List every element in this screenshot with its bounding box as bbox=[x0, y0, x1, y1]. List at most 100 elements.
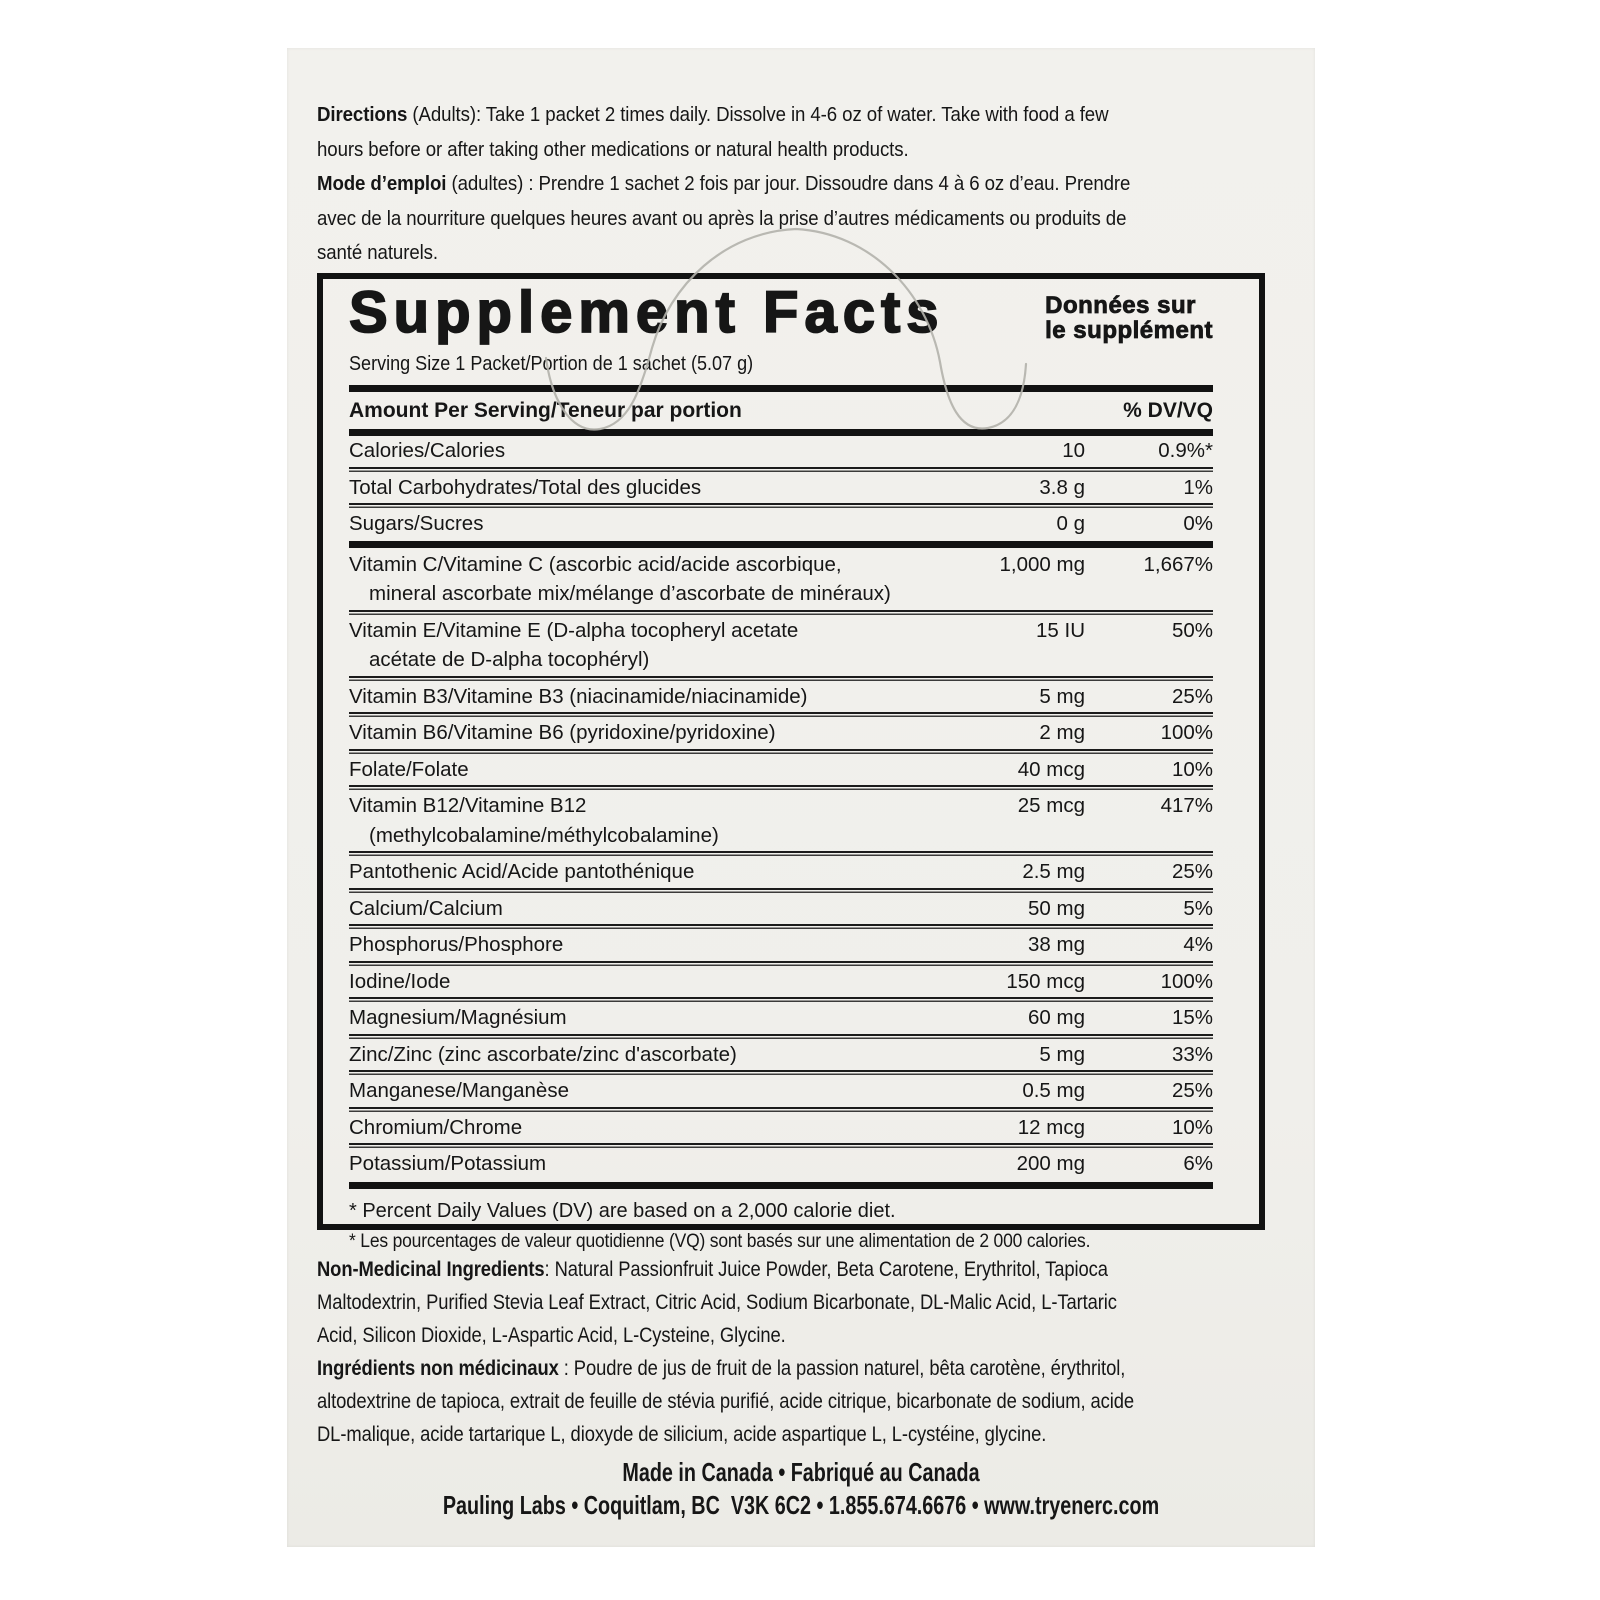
nutrient-amount: 38 mg bbox=[1028, 933, 1085, 956]
nutrient-row: Chromium/Chrome 12 mcg 10% bbox=[349, 1113, 1213, 1143]
thin-divider bbox=[349, 675, 1213, 681]
nutrient-row: Total Carbohydrates/Total des glucides 3… bbox=[349, 473, 1213, 503]
directions-fr: Mode d’emploi (adultes) : Prendre 1 sach… bbox=[317, 167, 1245, 271]
ingredients-fr: Ingrédients non médicinaux : Poudre de j… bbox=[317, 1352, 1245, 1451]
nutrient-dv: 100% bbox=[1160, 721, 1213, 744]
nutrient-dv: 25% bbox=[1171, 860, 1213, 883]
footnote-fr: * Les pourcentages de valeur quotidienne… bbox=[349, 1230, 1091, 1252]
made-in-line: Made in Canada • Fabriqué au Canada bbox=[622, 1457, 980, 1487]
nutrient-amount: 2.5 mg bbox=[1022, 860, 1085, 883]
directions-en: Directions (Adults): Take 1 packet 2 tim… bbox=[317, 98, 1245, 167]
nutrient-dv: 1% bbox=[1183, 475, 1213, 499]
thick-divider bbox=[349, 385, 1213, 392]
thin-divider bbox=[349, 1143, 1213, 1148]
nutrient-table: Calories/Calories 10 0.9%* Total Carbohy… bbox=[349, 436, 1213, 1179]
nutrient-row: Vitamin B6/Vitamine B6 (pyridoxine/pyrid… bbox=[349, 718, 1213, 748]
nutrient-amount: 15 IU bbox=[1036, 618, 1085, 642]
ingredients-en: Non-Medicinal Ingredients: Natural Passi… bbox=[317, 1253, 1245, 1352]
nutrient-dv: 15% bbox=[1171, 1006, 1213, 1029]
nutrient-name: Phosphorus/Phosphore bbox=[349, 933, 564, 956]
nutrient-amount: 1,000 mg bbox=[999, 552, 1085, 576]
nutrient-name: Sugars/Sucres bbox=[349, 512, 484, 535]
thin-divider bbox=[349, 609, 1213, 615]
nutrient-amount: 60 mg bbox=[1028, 1006, 1085, 1029]
ingredients-section: Non-Medicinal Ingredients: Natural Passi… bbox=[317, 1253, 1245, 1451]
thin-divider bbox=[349, 887, 1213, 893]
nutrient-name: Manganese/Manganèse bbox=[349, 1079, 569, 1102]
directions-en-text: (Adults): Take 1 packet 2 times daily. D… bbox=[317, 103, 1109, 161]
nutrient-dv: 5% bbox=[1183, 896, 1213, 920]
nutrient-dv: 417% bbox=[1160, 794, 1213, 817]
label-footer: Made in Canada • Fabriqué au Canada Paul… bbox=[287, 1456, 1315, 1522]
serving-size: Serving Size 1 Packet/Portion de 1 sache… bbox=[349, 352, 754, 375]
nutrient-row: Vitamin C/Vitamine C (ascorbic acid/acid… bbox=[349, 550, 1213, 609]
nutrient-dv: 10% bbox=[1171, 757, 1213, 781]
thin-divider bbox=[349, 1033, 1213, 1039]
nutrient-name: Pantothenic Acid/Acide pantothénique bbox=[349, 860, 695, 883]
thick-divider bbox=[349, 1181, 1213, 1189]
nutrient-amount: 0 g bbox=[1056, 512, 1086, 535]
nutrient-amount: 2 mg bbox=[1039, 721, 1085, 744]
nutrient-name: Vitamin C/Vitamine C (ascorbic acid/acid… bbox=[349, 552, 891, 606]
nutrient-amount: 5 mg bbox=[1039, 1042, 1085, 1066]
directions-fr-lead: Mode d’emploi bbox=[317, 172, 447, 196]
nutrient-row: Manganese/Manganèse 0.5 mg 25% bbox=[349, 1076, 1213, 1106]
nutrient-name: Vitamin B3/Vitamine B3 (niacinamide/niac… bbox=[349, 684, 808, 708]
nutrient-name: Zinc/Zinc (zinc ascorbate/zinc d'ascorba… bbox=[349, 1042, 737, 1066]
nutrient-name: Total Carbohydrates/Total des glucides bbox=[349, 475, 702, 499]
thin-divider bbox=[349, 503, 1213, 508]
nutrient-name: Iodine/Iode bbox=[349, 969, 451, 993]
directions-fr-text: (adultes) : Prendre 1 sachet 2 fois par … bbox=[317, 172, 1131, 265]
nutrient-dv: 6% bbox=[1183, 1152, 1213, 1175]
supplement-facts-box: Supplement Facts Données sur le suppléme… bbox=[317, 273, 1265, 1252]
nutrient-name: Folate/Folate bbox=[349, 757, 469, 781]
thin-divider bbox=[349, 1106, 1213, 1112]
nutrient-amount: 12 mcg bbox=[1017, 1115, 1085, 1139]
thin-divider bbox=[349, 785, 1213, 790]
nutrient-name: Calories/Calories bbox=[349, 439, 506, 462]
nutrient-dv: 33% bbox=[1171, 1042, 1213, 1066]
nutrient-dv: 0.9%* bbox=[1158, 439, 1213, 462]
thick-divider bbox=[349, 540, 1213, 548]
ingredients-fr-lead: Ingrédients non médicinaux bbox=[317, 1357, 559, 1380]
nutrient-amount: 0.5 mg bbox=[1022, 1079, 1085, 1102]
nutrient-name: Potassium/Potassium bbox=[349, 1152, 547, 1175]
nutrient-row: Pantothenic Acid/Acide pantothénique 2.5… bbox=[349, 857, 1213, 887]
nutrient-row: Sugars/Sucres 0 g 0% bbox=[349, 509, 1213, 539]
thin-divider bbox=[349, 748, 1213, 754]
nutrient-row: Vitamin B12/Vitamine B12 (methylcobalami… bbox=[349, 791, 1213, 850]
nutrient-name: Calcium/Calcium bbox=[349, 896, 503, 920]
thin-divider bbox=[349, 997, 1213, 1002]
table-header-left: Amount Per Serving/Teneur par portion bbox=[349, 399, 742, 422]
label-panel: Directions (Adults): Take 1 packet 2 tim… bbox=[287, 48, 1315, 1547]
nutrient-dv: 25% bbox=[1171, 684, 1213, 708]
nutrient-name: Vitamin E/Vitamine E (D-alpha tocopheryl… bbox=[349, 618, 799, 672]
nutrient-dv: 0% bbox=[1183, 512, 1213, 535]
table-header-row: Amount Per Serving/Teneur par portion % … bbox=[349, 392, 1213, 429]
nutrient-row: Calcium/Calcium 50 mg 5% bbox=[349, 894, 1213, 924]
manufacturer-line: Pauling Labs • Coquitlam, BC V3K 6C2 • 1… bbox=[442, 1490, 1160, 1520]
nutrient-amount: 150 mcg bbox=[1006, 969, 1085, 993]
nutrient-amount: 5 mg bbox=[1039, 684, 1085, 708]
nutrient-amount: 40 mcg bbox=[1017, 757, 1085, 781]
nutrient-amount: 200 mg bbox=[1016, 1152, 1085, 1175]
ingredients-fr-text: : Poudre de jus de fruit de la passion n… bbox=[317, 1357, 1134, 1446]
facts-header: Supplement Facts Données sur le suppléme… bbox=[348, 283, 1213, 344]
nutrient-dv: 10% bbox=[1171, 1115, 1213, 1139]
facts-title-fr-line1: Données sur bbox=[1045, 292, 1196, 319]
directions-section: Directions (Adults): Take 1 packet 2 tim… bbox=[317, 98, 1245, 271]
nutrient-row: Zinc/Zinc (zinc ascorbate/zinc d'ascorba… bbox=[349, 1040, 1213, 1070]
thin-divider bbox=[349, 1070, 1213, 1075]
nutrient-dv: 25% bbox=[1171, 1079, 1213, 1102]
nutrient-name: Vitamin B12/Vitamine B12 (methylcobalami… bbox=[349, 794, 719, 847]
directions-en-lead: Directions bbox=[317, 103, 408, 126]
nutrient-amount: 10 bbox=[1062, 439, 1085, 462]
nutrient-row: Vitamin B3/Vitamine B3 (niacinamide/niac… bbox=[349, 682, 1213, 712]
table-header-right: % DV/VQ bbox=[1123, 399, 1213, 422]
nutrient-row: Calories/Calories 10 0.9%* bbox=[349, 436, 1213, 466]
nutrient-row: Magnesium/Magnésium 60 mg 15% bbox=[349, 1003, 1213, 1033]
nutrient-name: Vitamin B6/Vitamine B6 (pyridoxine/pyrid… bbox=[349, 721, 776, 744]
facts-title-fr: Données sur le supplément bbox=[1045, 292, 1213, 344]
nutrient-name: Magnesium/Magnésium bbox=[349, 1006, 567, 1029]
nutrient-dv: 100% bbox=[1160, 969, 1213, 993]
